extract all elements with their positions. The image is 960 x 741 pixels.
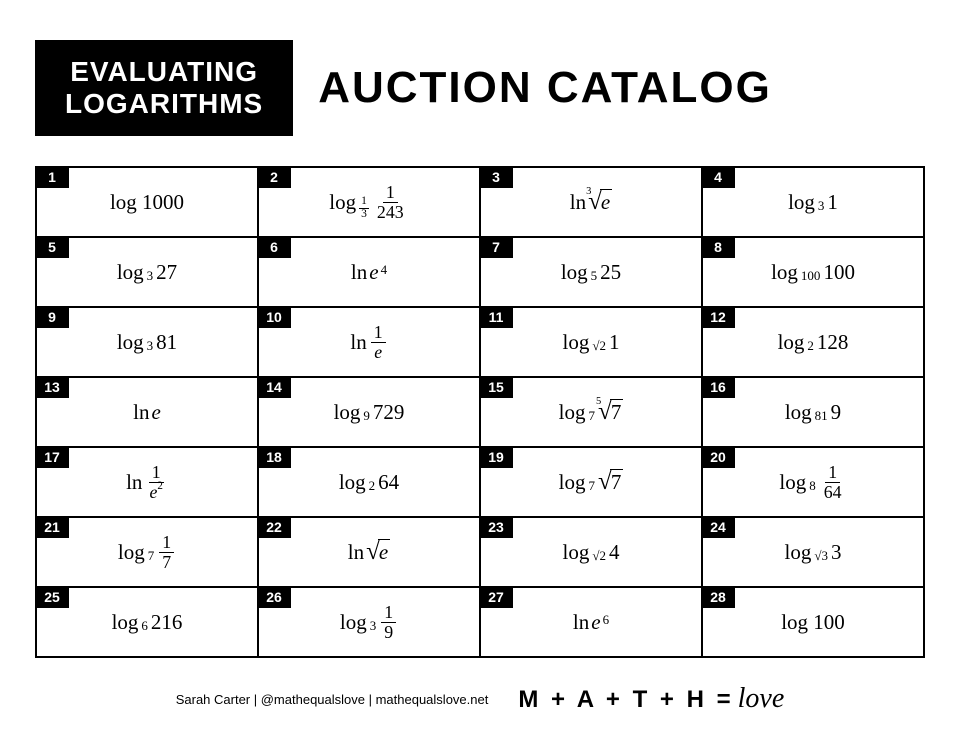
catalog-cell: 11 log√2 1: [481, 308, 703, 378]
cell-expression: log13 1243: [329, 183, 408, 221]
cell-expression: log100 100: [771, 260, 855, 285]
catalog-cell: 17 ln 1e2: [37, 448, 259, 518]
catalog-cell: 3 ln 3√e: [481, 168, 703, 238]
catalog-cell: 16 log81 9: [703, 378, 925, 448]
brand-letters: M + A + T + H =: [518, 686, 733, 714]
cell-number: 26: [257, 586, 291, 608]
cell-number: 25: [35, 586, 69, 608]
cell-number: 16: [701, 376, 735, 398]
cell-expression: ln √e: [348, 538, 391, 566]
footer: Sarah Carter | @mathequalslove | mathequ…: [35, 683, 925, 715]
catalog-cell: 1 log 1000: [37, 168, 259, 238]
cell-expression: log3 81: [117, 330, 177, 355]
cell-expression: log7 √7: [559, 468, 624, 496]
catalog-cell: 6 ln e4: [259, 238, 481, 308]
cell-number: 9: [35, 306, 69, 328]
catalog-cell: 9 log3 81: [37, 308, 259, 378]
cell-number: 4: [701, 166, 735, 188]
catalog-cell: 21 log7 17: [37, 518, 259, 588]
cell-expression: ln 1e2: [126, 463, 168, 501]
cell-number: 17: [35, 446, 69, 468]
cell-number: 28: [701, 586, 735, 608]
catalog-cell: 4 log3 1: [703, 168, 925, 238]
cell-number: 3: [479, 166, 513, 188]
cell-number: 13: [35, 376, 69, 398]
catalog-cell: 8 log100 100: [703, 238, 925, 308]
catalog-cell: 27 ln e6: [481, 588, 703, 658]
cell-expression: log81 9: [785, 400, 841, 425]
cell-number: 15: [479, 376, 513, 398]
cell-expression: log8 164: [779, 463, 846, 501]
title-line-1: EVALUATING: [65, 56, 263, 88]
cell-expression: log3 1: [788, 190, 838, 215]
cell-expression: ln e4: [351, 260, 387, 285]
catalog-cell: 7 log5 25: [481, 238, 703, 308]
cell-number: 18: [257, 446, 291, 468]
catalog-cell: 25 log6 216: [37, 588, 259, 658]
cell-number: 1: [35, 166, 69, 188]
catalog-cell: 20 log8 164: [703, 448, 925, 518]
header: EVALUATING LOGARITHMS AUCTION CATALOG: [35, 40, 925, 136]
catalog-cell: 2 log13 1243: [259, 168, 481, 238]
catalog-cell: 10 ln 1e: [259, 308, 481, 378]
cell-expression: log6 216: [112, 610, 183, 635]
cell-number: 23: [479, 516, 513, 538]
cell-expression: log√3 3: [785, 540, 842, 565]
cell-number: 11: [479, 306, 513, 328]
catalog-cell: 5 log3 27: [37, 238, 259, 308]
title-box: EVALUATING LOGARITHMS: [35, 40, 293, 136]
catalog-cell: 12 log2 128: [703, 308, 925, 378]
catalog-cell: 23 log√2 4: [481, 518, 703, 588]
brand-love: love: [738, 683, 785, 715]
cell-expression: log7 5√7: [559, 398, 624, 426]
cell-number: 14: [257, 376, 291, 398]
cell-expression: log2 128: [778, 330, 849, 355]
catalog-cell: 24 log√3 3: [703, 518, 925, 588]
cell-expression: ln 3√e: [570, 188, 613, 216]
cell-number: 24: [701, 516, 735, 538]
cell-expression: log 1000: [110, 190, 184, 215]
catalog-cell: 15 log7 5√7: [481, 378, 703, 448]
cell-number: 10: [257, 306, 291, 328]
catalog-cell: 14 log9 729: [259, 378, 481, 448]
catalog-cell: 19 log7 √7: [481, 448, 703, 518]
cell-number: 2: [257, 166, 291, 188]
catalog-grid: 1 log 1000 2 log13 1243 3 ln 3√e 4 log3 1 5 log3 …: [35, 166, 925, 658]
cell-number: 8: [701, 236, 735, 258]
cell-number: 22: [257, 516, 291, 538]
cell-number: 7: [479, 236, 513, 258]
catalog-cell: 18 log2 64: [259, 448, 481, 518]
cell-expression: ln 1e: [350, 323, 387, 361]
cell-expression: log√2 4: [563, 540, 620, 565]
cell-number: 12: [701, 306, 735, 328]
cell-expression: log5 25: [561, 260, 621, 285]
catalog-title: AUCTION CATALOG: [318, 63, 772, 113]
cell-number: 5: [35, 236, 69, 258]
catalog-cell: 26 log3 19: [259, 588, 481, 658]
cell-expression: log√2 1: [563, 330, 620, 355]
cell-expression: log 100: [781, 610, 845, 635]
catalog-cell: 13 ln e: [37, 378, 259, 448]
cell-expression: ln e: [133, 400, 161, 425]
cell-number: 6: [257, 236, 291, 258]
catalog-cell: 22 ln √e: [259, 518, 481, 588]
cell-number: 19: [479, 446, 513, 468]
cell-number: 27: [479, 586, 513, 608]
cell-expression: log7 17: [118, 533, 176, 571]
cell-expression: log2 64: [339, 470, 399, 495]
credit-text: Sarah Carter | @mathequalslove | mathequ…: [176, 692, 489, 707]
cell-expression: log3 19: [340, 603, 398, 641]
cell-expression: ln e6: [573, 610, 609, 635]
cell-number: 21: [35, 516, 69, 538]
cell-number: 20: [701, 446, 735, 468]
cell-expression: log3 27: [117, 260, 177, 285]
catalog-cell: 28 log 100: [703, 588, 925, 658]
brand-logo: M + A + T + H = love: [518, 683, 784, 715]
title-line-2: LOGARITHMS: [65, 88, 263, 120]
cell-expression: log9 729: [334, 400, 405, 425]
